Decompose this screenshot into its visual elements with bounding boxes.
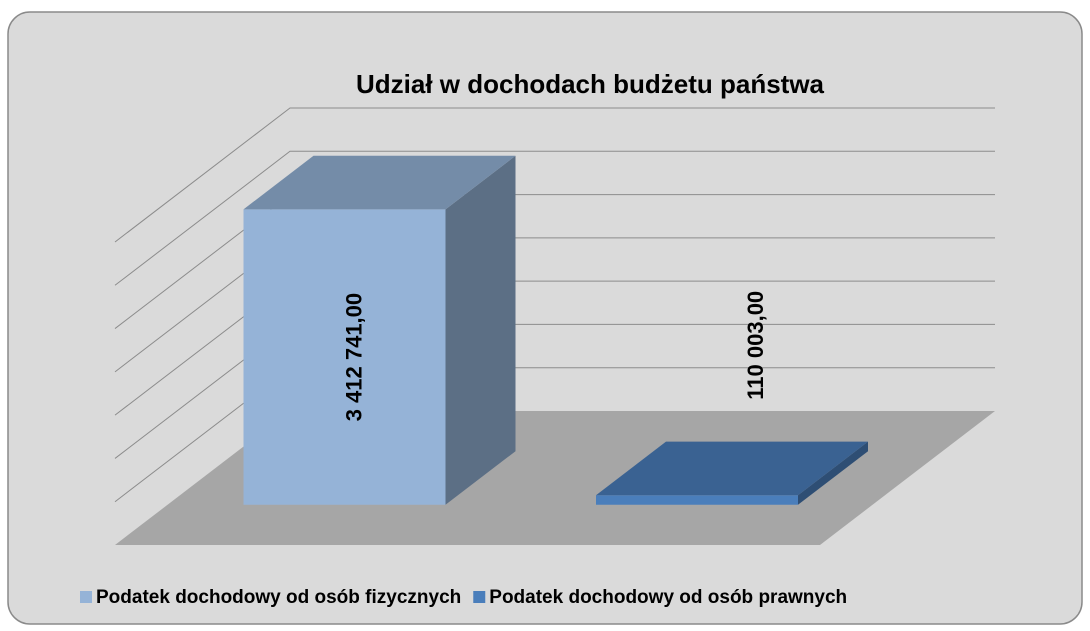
legend-label: Podatek dochodowy od osób prawnych bbox=[489, 587, 847, 608]
bar-side bbox=[445, 155, 516, 505]
bar-top bbox=[243, 155, 516, 210]
value-label: 3 412 741,00 bbox=[341, 293, 366, 421]
bar-top bbox=[596, 441, 868, 496]
legend-label: Podatek dochodowy od osób fizycznych bbox=[96, 587, 461, 608]
bar bbox=[243, 155, 516, 505]
bar bbox=[596, 441, 868, 505]
grid-line bbox=[114, 107, 995, 243]
bar-front bbox=[243, 209, 446, 505]
legend-swatch bbox=[473, 591, 486, 603]
grid-line bbox=[114, 150, 995, 286]
chart-title: Udział w dochodach budżetu państwa bbox=[356, 69, 825, 99]
bar-side bbox=[798, 441, 868, 505]
value-label: 110 003,00 bbox=[743, 291, 768, 400]
legend-swatch bbox=[80, 591, 92, 603]
bar-front bbox=[596, 495, 798, 505]
